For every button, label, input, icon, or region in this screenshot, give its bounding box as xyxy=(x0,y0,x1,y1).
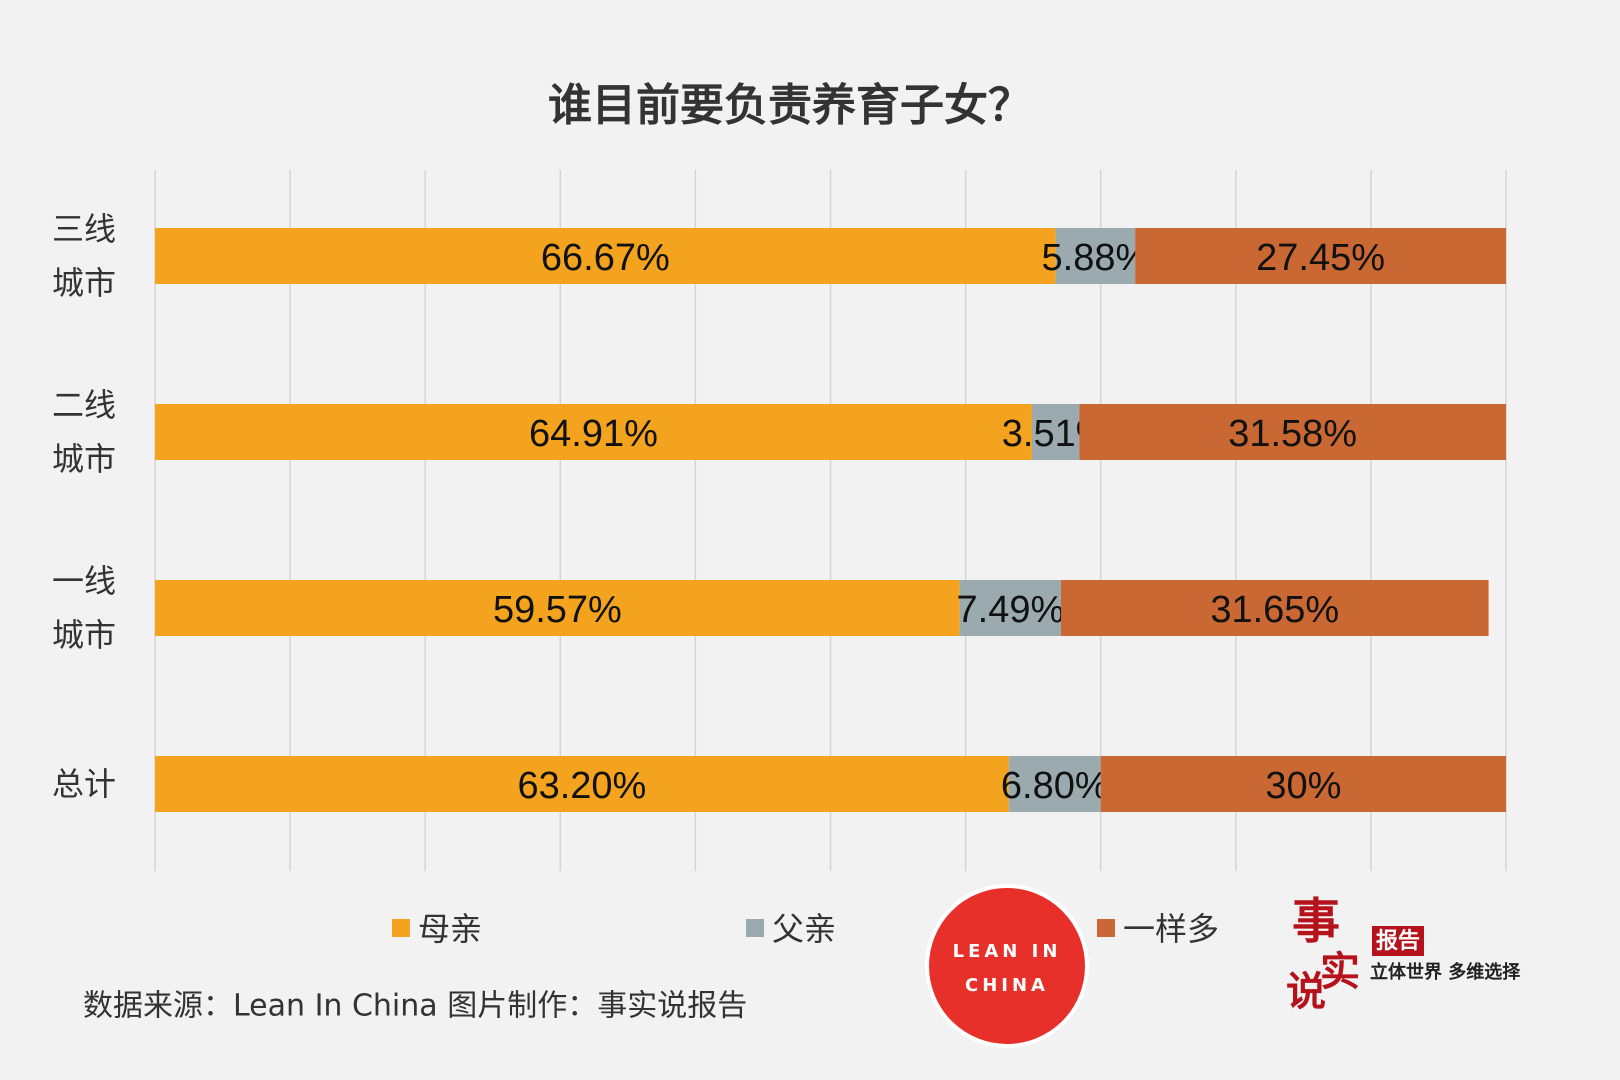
bar-segment xyxy=(1079,404,1506,460)
bar-segment xyxy=(155,228,1056,284)
value-label: 30% xyxy=(1265,765,1341,807)
category-label: 三线城市 xyxy=(52,210,117,302)
lean-in-logo: LEAN IN CHINA xyxy=(925,884,1089,1048)
chart-title: 谁目前要负责养育子女？ xyxy=(548,80,1032,131)
bar-segment xyxy=(1031,404,1080,460)
value-label: 31.58% xyxy=(1228,413,1357,455)
brand-char: 说 xyxy=(1286,968,1326,1015)
bar-segment xyxy=(1100,756,1506,812)
value-label: 64.91% xyxy=(529,413,658,455)
value-label: 59.57% xyxy=(493,589,622,631)
brand-badge: 报告 xyxy=(1376,928,1420,954)
logo-text: CHINA xyxy=(965,975,1049,996)
legend-label: 一样多 xyxy=(1123,910,1219,948)
bar-segment xyxy=(155,756,1009,812)
legend-swatch xyxy=(392,919,410,937)
value-label: 7.49% xyxy=(957,589,1065,631)
brand-slogan: 立体世界 多维选择 xyxy=(1370,961,1521,983)
bar-segment xyxy=(1055,228,1136,284)
brand-logo: 事 实 说 报告 立体世界 多维选择 xyxy=(1286,894,1521,1016)
category-label: 一线城市 xyxy=(52,562,117,654)
bar-segment xyxy=(1060,580,1489,636)
legend-swatch xyxy=(746,919,764,937)
bar-segment xyxy=(1135,228,1506,284)
bar-segment xyxy=(1008,756,1101,812)
value-label: 27.45% xyxy=(1256,237,1385,279)
bar-segment xyxy=(959,580,1061,636)
badge xyxy=(1372,926,1424,956)
source: 数据来源：Lean In China 图片制作：事实说报告 xyxy=(83,989,747,1024)
logo-text: LEAN IN xyxy=(953,941,1062,962)
brand-char: 事 xyxy=(1292,894,1340,950)
value-label: 5.88% xyxy=(1042,237,1150,279)
logo-circle xyxy=(925,884,1089,1048)
legend-label: 母亲 xyxy=(418,910,482,948)
value-label: 63.20% xyxy=(517,765,646,807)
value-label: 6.80% xyxy=(1001,765,1109,807)
bar-segment xyxy=(155,404,1032,460)
category-label: 二线城市 xyxy=(52,386,117,478)
value-label: 31.65% xyxy=(1210,589,1339,631)
legend-swatch xyxy=(1097,919,1115,937)
category-label: 总计 xyxy=(52,765,117,803)
bar-segment xyxy=(155,580,960,636)
brand-char: 实 xyxy=(1320,948,1360,995)
value-label: 66.67% xyxy=(541,237,670,279)
legend-label: 父亲 xyxy=(772,910,836,948)
